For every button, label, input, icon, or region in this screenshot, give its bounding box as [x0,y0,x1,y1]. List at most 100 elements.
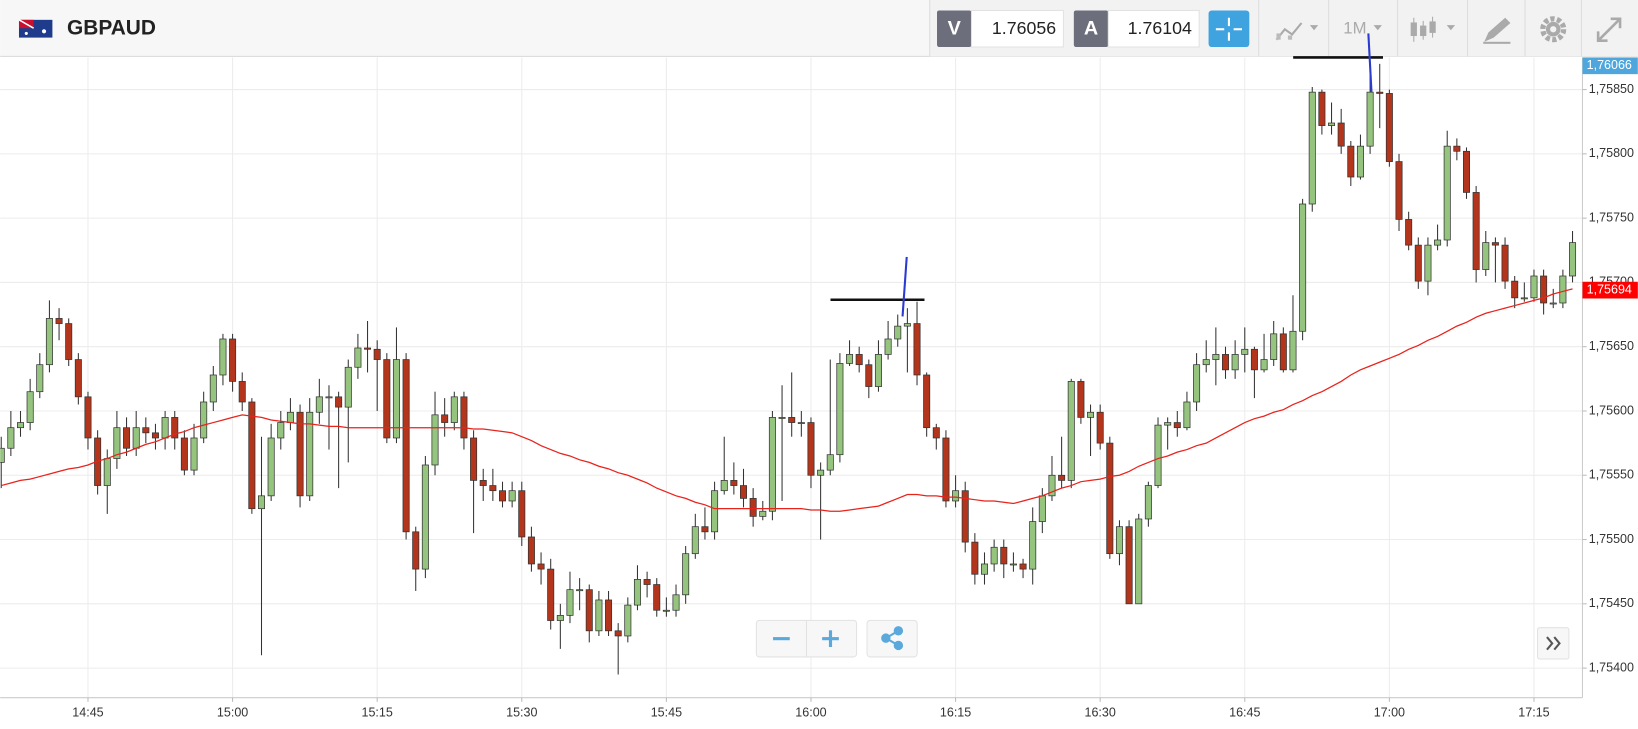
share-button[interactable] [881,626,904,651]
candle-body [961,490,969,543]
draw-button[interactable] [1483,17,1511,44]
candle-body [238,381,246,403]
candle-body [0,447,5,463]
y-tick-label: 1,75750 [1589,210,1634,224]
candle-body [730,480,738,486]
candle-body [1328,122,1336,126]
bid-price: 1.76056 [992,18,1056,38]
x-tick-label: 15:30 [506,706,537,720]
plot [0,63,1577,675]
bid-box [970,9,1064,48]
candle-body [1135,518,1143,605]
x-tick-label: 17:15 [1518,706,1549,720]
candle-body [1212,354,1220,360]
candle-body [219,338,227,376]
candle-body [1087,411,1095,418]
candle-body [691,526,699,555]
y-tick-label: 1,75850 [1589,82,1634,96]
axis-labels: 1,75400 1,75450 1,75500 1,75550 1,75600 1,756… [72,57,1638,720]
candle-body [123,427,131,449]
candle-body [605,599,613,632]
candle-body [1559,275,1567,304]
candle-body [1395,161,1403,220]
candle-body [1337,122,1345,147]
candle-body [990,546,998,565]
candle-body [547,568,555,621]
price-marker-label: 1,76066 [1587,58,1632,72]
candle-body [807,422,815,476]
price-marker [1582,281,1638,299]
candle-body [1106,442,1114,555]
zoom-controls [755,619,1570,660]
y-tick-label: 1,75650 [1589,339,1634,353]
candle-body [1530,275,1538,299]
bid-button[interactable] [937,10,972,47]
ask-price: 1.76104 [1128,18,1192,38]
candle-body [576,589,584,592]
candle-body [932,427,940,439]
candle-body [1096,411,1104,444]
candle-body [171,417,179,439]
candle-body [1019,563,1027,570]
candle-body [1231,354,1239,371]
candle-body [132,427,140,449]
candle-body [1318,91,1326,126]
candle-body [508,490,516,502]
candle-body [45,318,53,366]
candle-body [1279,333,1287,371]
candle-body [614,630,622,637]
candle-body [1260,359,1268,371]
candle-body [826,454,834,471]
x-tick-label: 16:15 [940,706,971,720]
zoom-out-button[interactable] [773,637,790,641]
y-tick-label: 1,75500 [1589,532,1634,546]
candle-body [1038,495,1046,522]
y-tick-label: 1,75550 [1589,468,1634,482]
candle-body [1347,145,1355,178]
candle-body [518,490,526,538]
candle-body [865,364,873,387]
candle-body [1569,242,1577,277]
candle-body [585,589,593,632]
candle-body [942,437,950,502]
ask-button[interactable] [1073,10,1109,47]
candle-body [1443,145,1451,241]
x-tick-label: 16:45 [1229,706,1260,720]
candle-body [1540,275,1548,304]
candle-body [460,396,468,439]
candle-body [1299,203,1307,332]
candle-body [1511,280,1519,299]
candle-body [566,589,574,616]
candle-body [1048,474,1056,497]
candle-body [633,579,641,606]
candle-body [740,485,747,499]
ask-box [1107,9,1200,48]
candle-body [431,414,439,466]
candle-body [797,422,805,424]
x-tick-label: 14:45 [72,706,103,720]
scroll-end-button[interactable] [1546,636,1561,651]
zoom-in-button[interactable] [822,630,839,648]
candle-body [315,396,323,413]
fullscreen-button[interactable] [1596,17,1622,43]
candle-body [749,498,757,517]
candle-body [1115,526,1123,555]
chart-type-button[interactable] [1275,22,1319,41]
x-tick-label: 15:00 [217,706,248,720]
candle-body [1250,348,1258,371]
candle-body [402,359,410,533]
candle-body [354,347,362,368]
crosshair-button[interactable] [1208,10,1250,47]
candle-body [412,531,420,570]
drawings [830,33,1383,317]
candle-body [855,354,863,366]
settings-button[interactable] [1540,16,1567,43]
candles-button[interactable] [1410,16,1456,42]
candle-body [1434,239,1442,246]
candle-body [980,563,988,575]
candle-body [1491,242,1499,246]
candle-body [450,396,458,423]
timeframe[interactable]: 1M [1343,19,1366,38]
candle-body [1405,219,1413,246]
